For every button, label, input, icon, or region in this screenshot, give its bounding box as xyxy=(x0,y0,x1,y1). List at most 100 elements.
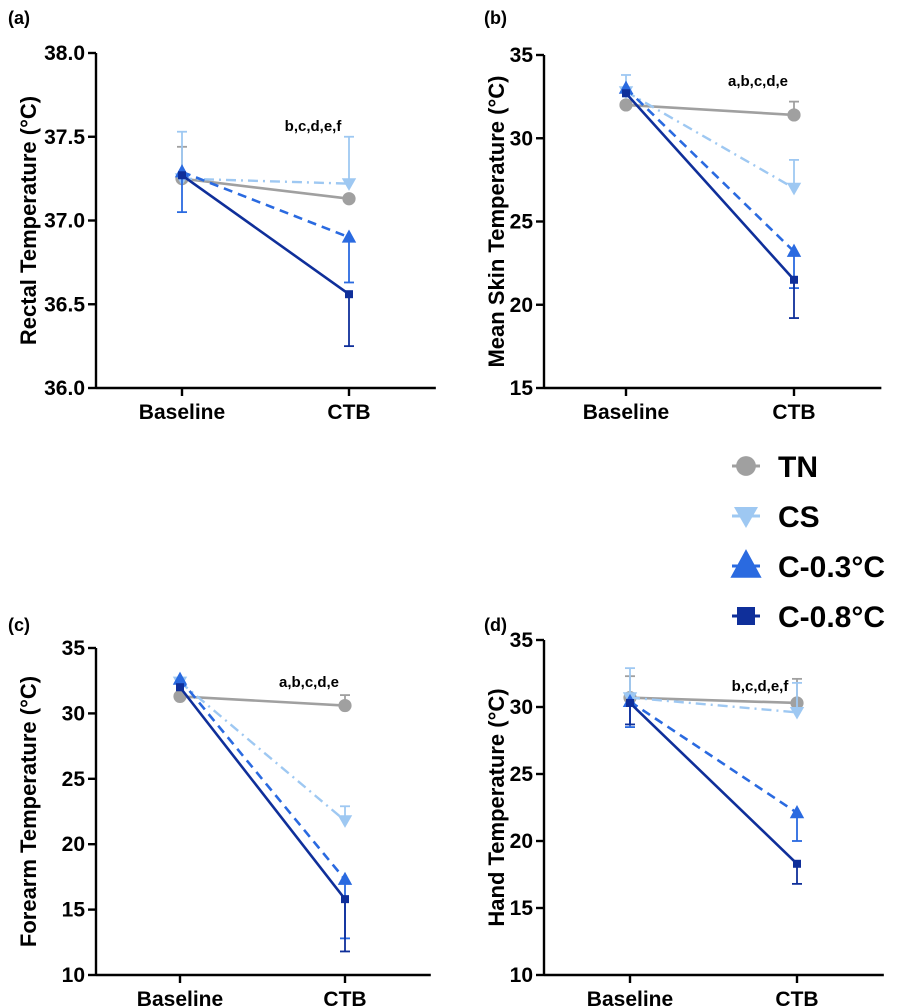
y-tick-label: 35 xyxy=(510,629,534,652)
series-line-c-0-8-c xyxy=(178,686,347,900)
series-line-c-0-3-c xyxy=(625,87,795,253)
series-line-c-0-3-c xyxy=(629,700,798,814)
y-tick-label: 10 xyxy=(62,964,85,987)
significance-annotation: a,b,c,d,e xyxy=(279,674,339,691)
x-tick-label-ctb: CTB xyxy=(775,988,818,1008)
legend-marker-tn xyxy=(736,456,756,476)
panel-letter: (b) xyxy=(484,8,507,28)
panel-b: (b) 15 20 25 30 35 Baseline CTB Mean Skin Temper… xyxy=(484,8,882,424)
point-c-0-8-c-baseline xyxy=(626,698,634,707)
legend-entry-cs: CS xyxy=(732,501,820,534)
point-tn-ctb xyxy=(342,192,356,206)
legend-label-c-0-3-c: C-0.3°C xyxy=(778,551,885,584)
point-tn-ctb xyxy=(338,698,352,713)
series-c-0-8-c xyxy=(625,698,802,885)
y-tick-label: 38.0 xyxy=(44,42,85,65)
significance-annotation: b,c,d,e,f xyxy=(285,118,343,135)
point-c-0-3-c-baseline xyxy=(172,671,188,685)
y-tick-label: 25 xyxy=(510,211,534,234)
point-c-0-3-c-ctb xyxy=(786,243,802,257)
series-line-cs xyxy=(625,90,795,190)
series-cs xyxy=(618,74,802,196)
series-line-tn xyxy=(181,177,350,201)
y-tick-label: 37.0 xyxy=(44,210,85,233)
x-tick-label-ctb: CTB xyxy=(323,988,366,1008)
legend-entry-c-0-8-c: C-0.8°C xyxy=(732,601,885,634)
point-cs-ctb xyxy=(786,182,802,196)
panel-a: (a) 36.0 36.5 37.0 37.5 38.0 Baseline CTB Rectal… xyxy=(8,8,436,424)
series-line-tn xyxy=(179,695,346,707)
point-cs-ctb xyxy=(789,706,805,720)
y-tick-label: 20 xyxy=(62,833,85,856)
point-c-0-8-c-baseline xyxy=(622,89,630,98)
y-axis-label: Mean Skin Temperature (°C) xyxy=(484,75,509,367)
point-c-0-8-c-ctb xyxy=(793,859,801,868)
series-tn xyxy=(175,145,356,206)
y-tick-label: 37.5 xyxy=(44,126,85,149)
legend-marker-c-0-3-c xyxy=(730,549,762,578)
y-axis-label: Forearm Temperature (°C) xyxy=(16,676,41,947)
x-tick-label-ctb: CTB xyxy=(772,401,815,424)
y-tick-label: 35 xyxy=(510,44,534,67)
point-c-0-8-c-ctb xyxy=(790,275,798,284)
series-line-c-0-8-c xyxy=(625,92,795,281)
series-line-c-0-8-c xyxy=(629,702,798,865)
point-c-0-3-c-ctb xyxy=(789,805,805,819)
panel-letter: (c) xyxy=(8,615,30,635)
x-tick-label-ctb: CTB xyxy=(327,401,370,424)
series-line-cs xyxy=(629,696,798,714)
series-c-0-8-c xyxy=(622,89,799,319)
legend: TN CS C-0.3°C C-0.8°C xyxy=(730,451,885,634)
x-tick-label-baseline: Baseline xyxy=(137,988,223,1008)
point-c-0-8-c-ctb xyxy=(341,895,349,904)
point-c-0-3-c-ctb xyxy=(337,871,353,885)
point-cs-ctb xyxy=(341,178,357,191)
panel-c: (c) 10 15 20 25 30 35 Baseline CTB Forearm Temper… xyxy=(8,615,431,1008)
y-tick-label: 36.5 xyxy=(44,293,85,316)
y-tick-label: 15 xyxy=(510,897,534,920)
y-tick-label: 35 xyxy=(62,637,86,660)
series-cs xyxy=(172,676,353,828)
x-tick-label-baseline: Baseline xyxy=(583,401,669,424)
point-tn-ctb xyxy=(787,108,801,122)
significance-annotation: b,c,d,e,f xyxy=(732,678,790,695)
panel-letter: (d) xyxy=(484,615,507,635)
x-tick-label-baseline: Baseline xyxy=(139,401,225,424)
series-c-0-3-c xyxy=(622,693,805,842)
legend-marker-c-0-8-c xyxy=(737,607,755,625)
point-c-0-8-c-baseline xyxy=(178,171,186,180)
y-tick-label: 36.0 xyxy=(44,377,85,400)
legend-entry-tn: TN xyxy=(732,451,818,484)
series-line-cs xyxy=(179,681,346,822)
y-tick-label: 25 xyxy=(62,768,86,791)
point-c-0-3-c-ctb xyxy=(341,229,357,243)
significance-annotation: a,b,c,d,e xyxy=(728,73,788,90)
series-line-c-0-8-c xyxy=(181,174,350,296)
y-tick-label: 30 xyxy=(510,127,533,150)
series-c-0-8-c xyxy=(178,171,354,348)
y-tick-label: 20 xyxy=(510,830,533,853)
y-tick-label: 30 xyxy=(510,696,533,719)
y-tick-label: 25 xyxy=(510,763,534,786)
panel-letter: (a) xyxy=(8,8,30,28)
y-axis-label: Rectal Temperature (°C) xyxy=(16,96,41,345)
legend-label-tn: TN xyxy=(778,451,818,484)
y-tick-label: 20 xyxy=(510,294,533,317)
y-tick-label: 10 xyxy=(510,964,533,987)
point-c-0-8-c-baseline xyxy=(176,683,184,692)
series-c-0-8-c xyxy=(176,683,350,953)
point-c-0-8-c-ctb xyxy=(345,290,353,299)
legend-marker-cs xyxy=(734,507,758,528)
y-tick-label: 15 xyxy=(62,899,86,922)
point-cs-ctb xyxy=(337,815,353,828)
point-tn-baseline xyxy=(619,98,633,112)
series-line-c-0-3-c xyxy=(178,678,347,881)
series-line-cs xyxy=(181,177,350,185)
legend-entry-c-0-3-c: C-0.3°C xyxy=(730,549,885,584)
y-tick-label: 15 xyxy=(510,377,534,400)
legend-label-cs: CS xyxy=(778,501,820,534)
x-tick-label-baseline: Baseline xyxy=(587,988,673,1008)
y-axis-label: Hand Temperature (°C) xyxy=(484,688,509,926)
panel-d: (d) 10 15 20 25 30 35 Baseline CTB Hand Temperatu… xyxy=(484,615,884,1008)
